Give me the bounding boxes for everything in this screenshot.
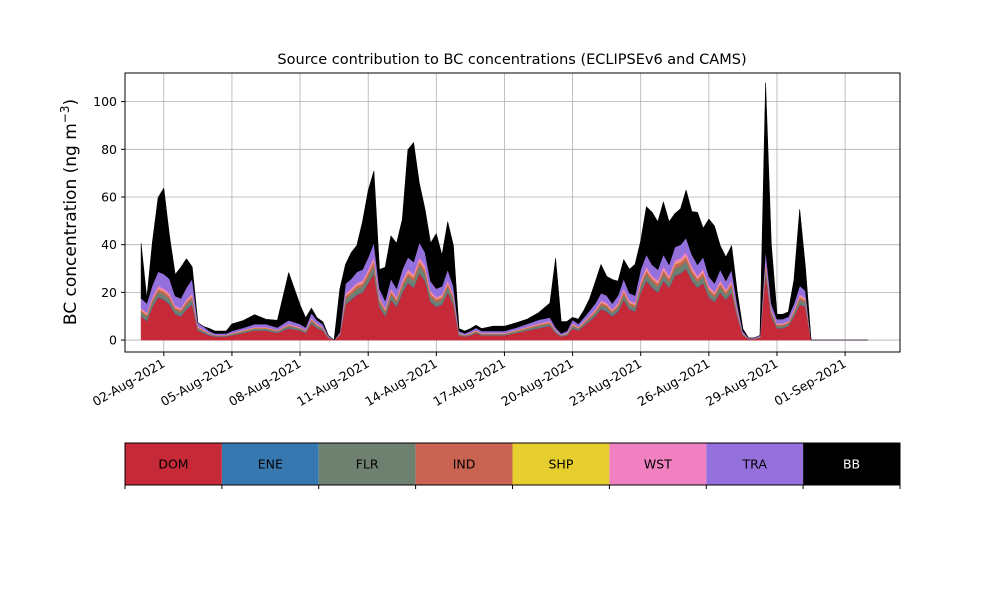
legend-label-shp: SHP — [549, 457, 574, 472]
legend-swatch-ene — [221, 443, 319, 485]
legend-swatch-tra — [706, 443, 804, 485]
legend-swatch-dom — [125, 443, 222, 485]
y-tick-label: 80 — [101, 142, 117, 157]
y-tick-label: 40 — [101, 237, 117, 252]
x-tick-label: 14-Aug-2021 — [362, 356, 440, 409]
area-series-bb — [140, 82, 869, 341]
x-tick-label: 11-Aug-2021 — [294, 356, 372, 409]
stacked-areas — [140, 82, 869, 341]
x-tick-label: 01-Sep-2021 — [772, 356, 849, 409]
x-tick-label: 02-Aug-2021 — [90, 356, 168, 409]
x-tick-label: 23-Aug-2021 — [567, 356, 645, 409]
legend-label-ene: ENE — [258, 457, 283, 472]
y-axis-label: BC concentration (ng m−3) — [58, 99, 81, 325]
legend-label-dom: DOM — [158, 457, 188, 472]
legend-swatch-flr — [318, 443, 416, 485]
y-axis-label-superscript: −3 — [58, 105, 72, 123]
x-tick-label: 08-Aug-2021 — [226, 356, 304, 409]
x-tick-label: 29-Aug-2021 — [703, 356, 781, 409]
y-axis-label-close: ) — [61, 99, 81, 106]
grid-lines — [125, 73, 900, 352]
y-tick-label: 60 — [101, 190, 117, 205]
legend-colorbar: DOM ENE FLR IND SHP WST TRA BB — [124, 442, 901, 489]
legend-label-wst: WST — [644, 457, 672, 472]
legend-swatch-bb — [803, 443, 900, 485]
y-tick-label: 0 — [109, 333, 117, 348]
y-axis-label-main: BC concentration (ng m — [61, 123, 81, 325]
legend-label-tra: TRA — [742, 457, 768, 472]
legend-label-flr: FLR — [356, 457, 379, 472]
x-tick-label: 26-Aug-2021 — [635, 356, 713, 409]
y-tick-label: 20 — [101, 285, 117, 300]
x-tick-label: 17-Aug-2021 — [430, 356, 508, 409]
legend-swatch-shp — [512, 443, 610, 485]
y-tick-label: 100 — [93, 94, 117, 109]
legend-label-ind: IND — [453, 457, 476, 472]
chart-title: Source contribution to BC concentrations… — [277, 52, 746, 68]
legend-swatch-wst — [609, 443, 707, 485]
axes: 0 20 40 60 80 100 02-Aug-202105-Aug-202108-Aug… — [90, 72, 901, 409]
legend-swatch-ind — [415, 443, 513, 485]
legend-label-bb: BB — [843, 457, 860, 472]
x-tick-label: 20-Aug-2021 — [499, 356, 577, 409]
plot-frame — [124, 72, 901, 353]
x-tick-label: 05-Aug-2021 — [158, 356, 236, 409]
